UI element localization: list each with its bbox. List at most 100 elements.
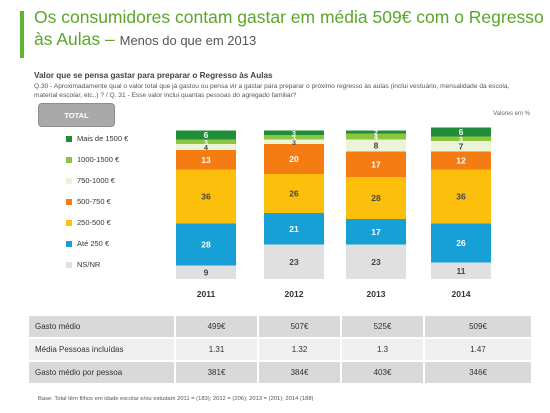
data-label-2012-1: 21 <box>289 224 299 234</box>
table-cell: 381€ <box>176 362 257 383</box>
bar-segment-2014-0 <box>431 262 491 279</box>
bar-segment-2013-3 <box>346 151 406 177</box>
legend-swatch <box>66 178 72 184</box>
bar-segment-2013-6 <box>346 130 406 134</box>
legend-label: 250-500 € <box>77 218 111 227</box>
data-label-2011-1: 28 <box>201 240 211 250</box>
bar-segment-2013-2 <box>346 177 406 219</box>
bar-segment-2011-3 <box>176 150 236 170</box>
table-cell: 1.31 <box>176 339 257 360</box>
data-label-2012-2: 26 <box>289 189 299 199</box>
table-cell: 384€ <box>259 362 340 383</box>
bar-segment-2012-5 <box>264 135 324 140</box>
data-label-2011-2: 36 <box>201 192 211 202</box>
bar-segment-2014-3 <box>431 151 491 170</box>
legend-swatch <box>66 241 72 247</box>
bar-segment-2012-2 <box>264 174 324 213</box>
bar-segment-2014-6 <box>431 127 491 137</box>
data-label-2011-5: 3 <box>204 140 208 147</box>
bar-segment-2011-6 <box>176 130 236 140</box>
bar-segment-2013-1 <box>346 219 406 245</box>
x-tick-label-2012: 2012 <box>285 289 304 299</box>
title-accent-bar <box>20 11 24 58</box>
data-label-2014-5: 3 <box>459 137 463 144</box>
chart-header: Valor que se pensa gastar para preparar … <box>34 71 273 80</box>
data-label-2014-0: 11 <box>457 266 466 276</box>
units-note: Valores em % <box>493 111 530 117</box>
x-tick-label-2013: 2013 <box>367 289 386 299</box>
data-label-2012-0: 23 <box>289 257 299 267</box>
page-title-main: Os consumidores contam gastar em média 5… <box>34 7 544 49</box>
data-label-2011-0: 9 <box>204 267 209 277</box>
bar-segment-2013-0 <box>346 244 406 279</box>
legend-label: 500-750 € <box>77 197 111 206</box>
bar-segment-2013-4 <box>346 139 406 152</box>
table-cell: 499€ <box>176 316 257 337</box>
bar-segment-2014-5 <box>431 136 491 141</box>
table-cell: 1.47 <box>425 339 531 360</box>
bar-segment-2011-2 <box>176 169 236 224</box>
legend-swatch <box>66 136 72 142</box>
legend-swatch <box>66 199 72 205</box>
legend-label: NS/NR <box>77 260 101 269</box>
data-label-2013-3: 17 <box>371 159 381 169</box>
bar-segment-2012-4 <box>264 139 324 144</box>
data-label-2013-2: 28 <box>371 193 381 203</box>
bar-segment-2014-1 <box>431 223 491 263</box>
bar-segment-2012-1 <box>264 213 324 245</box>
x-tick-label-2011: 2011 <box>197 289 216 299</box>
table-cell: 525€ <box>342 316 423 337</box>
table-row-label: Gasto médio por pessoa <box>29 362 174 383</box>
table-row: Gasto médio por pessoa 381€ 384€ 403€ 346€ <box>29 362 531 383</box>
bar-segment-2014-4 <box>431 141 491 152</box>
bar-segment-2012-3 <box>264 144 324 174</box>
legend-swatch <box>66 220 72 226</box>
bar-segment-2012-0 <box>264 244 324 279</box>
bar-segment-2012-6 <box>264 130 324 135</box>
data-label-2011-4: 4 <box>204 145 208 152</box>
data-label-2011-3: 13 <box>201 155 211 165</box>
page-subtitle: Menos do que em 2013 <box>119 33 257 48</box>
x-tick-label-2014: 2014 <box>452 289 471 299</box>
data-label-2012-6: 3 <box>292 131 296 138</box>
table-row-label: Média Pessoas incluídas <box>29 339 174 360</box>
data-label-2014-3: 12 <box>456 156 466 166</box>
page-title-dash: – <box>100 29 120 49</box>
total-button[interactable]: TOTAL <box>38 103 115 127</box>
data-label-2013-6: 2 <box>374 130 378 137</box>
data-label-2012-5: 3 <box>292 135 296 142</box>
data-label-2013-4: 8 <box>374 141 379 151</box>
page-title: Os consumidores contam gastar em média 5… <box>34 6 544 52</box>
table-cell: 507€ <box>259 316 340 337</box>
legend-label: 1000-1500 € <box>77 155 120 164</box>
data-label-2013-5: 4 <box>374 135 378 142</box>
table-cell: 509€ <box>425 316 531 337</box>
data-label-2014-4: 7 <box>459 141 464 151</box>
data-label-2013-0: 23 <box>371 257 381 267</box>
bar-segment-2011-5 <box>176 139 236 144</box>
table-cell: 1.32 <box>259 339 340 360</box>
data-label-2012-3: 20 <box>289 154 299 164</box>
table-row: Gasto médio 499€ 507€ 525€ 509€ <box>29 316 531 337</box>
legend-label: Até 250 € <box>77 239 110 248</box>
data-label-2012-4: 3 <box>292 140 296 147</box>
bar-segment-2011-4 <box>176 144 236 150</box>
data-label-2011-6: 6 <box>204 130 209 140</box>
bar-segment-2013-5 <box>346 133 406 140</box>
bar-segment-2014-2 <box>431 169 491 224</box>
table-row: Média Pessoas incluídas 1.31 1.32 1.3 1.47 <box>29 339 531 360</box>
bar-segment-2011-0 <box>176 265 236 279</box>
legend-swatch <box>66 157 72 163</box>
data-label-2014-2: 36 <box>456 192 466 202</box>
table-cell: 1.3 <box>342 339 423 360</box>
legend-label: 750-1000 € <box>77 176 115 185</box>
table-cell: 346€ <box>425 362 531 383</box>
data-label-2014-6: 6 <box>459 127 464 137</box>
question-text: Q.30 - Aproximadamente qual o valor tota… <box>34 83 510 99</box>
bar-segment-2011-1 <box>176 223 236 266</box>
legend-label: Mais de 1500 € <box>77 134 129 143</box>
footnote: Base: Total têm filhos em idade escolar … <box>38 396 314 402</box>
table-cell: 403€ <box>342 362 423 383</box>
data-label-2014-1: 26 <box>456 238 466 248</box>
